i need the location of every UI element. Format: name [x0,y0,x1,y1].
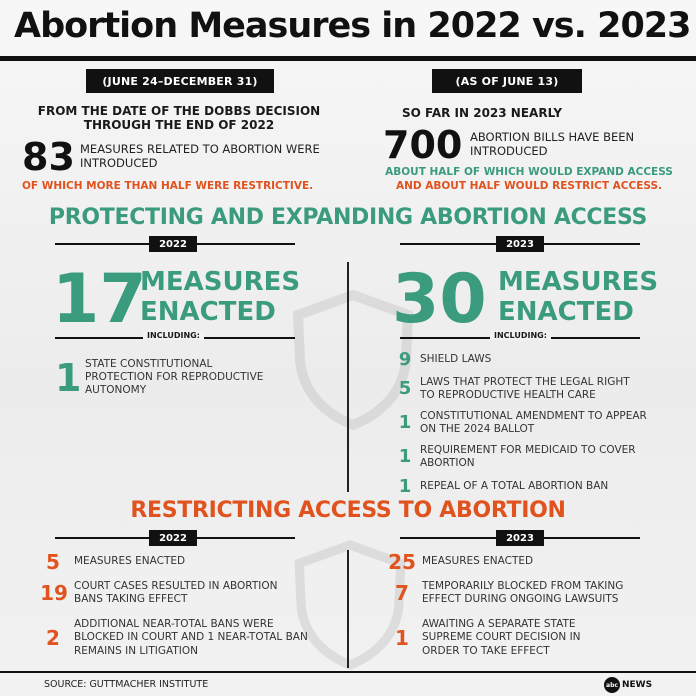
introduced-count-2022: 83 [22,135,75,179]
abc-logo-icon: abc [604,677,620,693]
enacted-label-line2: ENACTED [498,296,634,327]
enacted-label-2022: MEASURES ENACTED [140,267,301,328]
list-item: 7 TEMPORARILY BLOCKED FROM TAKING EFFECT… [388,574,688,612]
list-item: 1 REQUIREMENT FOR MEDICAID TO COVER ABOR… [398,440,688,474]
item-text: CONSTITUTIONAL AMENDMENT TO APPEAR ON TH… [420,409,647,435]
introduced-label-2022: MEASURES RELATED TO ABORTION WERE INTROD… [80,142,320,171]
item-count: 1 [55,355,82,400]
enacted-label-line1: MEASURES [498,267,659,297]
protecting-heading: PROTECTING AND EXPANDING ABORTION ACCESS [48,205,648,230]
date-range-badge-2023: (AS OF JUNE 13) [432,69,582,93]
item-text: LAWS THAT PROTECT THE LEGAL RIGHT TO REP… [420,375,630,401]
including-label-2022: INCLUDING: [143,331,204,340]
item-text: MEASURES ENACTED [422,555,534,568]
year-badge-2023-r: 2023 [496,530,544,546]
list-item: 5 MEASURES ENACTED [40,550,340,574]
list-item: 1 STATE CONSTITUTIONAL PROTECTION FOR RE… [55,358,335,397]
restricting-heading: RESTRICTING ACCESS TO ABORTION [130,498,566,523]
and-word: AND [395,179,422,192]
including-label-2023: INCLUDING: [490,331,551,340]
item-count: 19 [40,581,68,605]
date-range-badge-2022: (JUNE 24–DECEMBER 31) [86,69,274,93]
item-text: MEASURES ENACTED [74,555,186,568]
item-text: TEMPORARILY BLOCKED FROM TAKING EFFECT D… [422,579,624,605]
item-text: ADDITIONAL NEAR-TOTAL BANS WERE BLOCKED … [74,618,308,657]
item-count: 1 [395,626,409,650]
enacted-label-line2: ENACTED [140,296,276,327]
item-text: REQUIREMENT FOR MEDICAID TO COVER ABORTI… [420,443,636,469]
footer-rule [0,671,696,673]
restrictive-note-2022: OF WHICH MORE THAN HALF WERE RESTRICTIVE… [22,180,314,192]
item-text: REPEAL OF A TOTAL ABORTION BAN [420,480,609,493]
expand-note: ABOUT HALF OF WHICH WOULD EXPAND ACCESS [385,166,673,178]
source-text: SOURCE: GUTTMACHER INSTITUTE [44,679,209,690]
introduced-count-2023: 700 [383,123,463,167]
year-badge-2023: 2023 [496,236,544,252]
item-count: 7 [395,581,409,605]
enacted-label-2023: MEASURES ENACTED [498,267,659,328]
list-item: 19 COURT CASES RESULTED IN ABORTION BANS… [40,574,340,612]
list-item: 2 ADDITIONAL NEAR-TOTAL BANS WERE BLOCKE… [40,612,340,664]
intro-2022: FROM THE DATE OF THE DOBBS DECISION THRO… [37,104,321,133]
item-count: 9 [398,349,412,370]
item-text: COURT CASES RESULTED IN ABORTION BANS TA… [74,579,278,605]
restrict-note: ABOUT HALF WOULD RESTRICT ACCESS. [425,179,663,192]
list-item: 25 MEASURES ENACTED [388,550,688,574]
split-note-2023: ABOUT HALF OF WHICH WOULD EXPAND ACCESS … [374,166,684,193]
shield-icon [294,540,406,670]
restrict-list-2023: 25 MEASURES ENACTED 7 TEMPORARILY BLOCKE… [388,550,688,664]
list-item: 1 REPEAL OF A TOTAL ABORTION BAN [398,474,688,500]
item-count: 25 [388,550,416,574]
abc-news-logo: abc NEWS [604,677,652,693]
list-item: 1 AWAITING A SEPARATE STATE SUPREME COUR… [388,612,688,664]
item-count: 1 [398,412,412,433]
list-item: 5 LAWS THAT PROTECT THE LEGAL RIGHT TO R… [398,372,688,406]
item-count: 5 [46,550,60,574]
item-count: 1 [398,476,412,497]
divider [0,56,696,61]
item-count: 1 [398,446,412,467]
list-item: 1 CONSTITUTIONAL AMENDMENT TO APPEAR ON … [398,406,688,440]
item-text: SHIELD LAWS [420,353,492,366]
enacted-count-2023: 30 [392,260,487,339]
page-title: Abortion Measures in 2022 vs. 2023 [14,6,692,46]
column-divider [347,262,349,492]
year-badge-2022: 2022 [149,236,197,252]
shield-icon [292,290,414,430]
protect-list-2023: 9 SHIELD LAWS 5 LAWS THAT PROTECT THE LE… [398,348,688,500]
item-count: 2 [46,626,60,650]
enacted-label-line1: MEASURES [140,267,301,297]
intro-2023: SO FAR IN 2023 NEARLY [402,106,563,120]
item-count: 5 [398,378,412,399]
item-text: AWAITING A SEPARATE STATE SUPREME COURT … [422,618,581,657]
year-badge-2022-r: 2022 [149,530,197,546]
abc-news-brand: NEWS [622,680,653,690]
enacted-count-2022: 17 [52,260,147,339]
list-item: 9 SHIELD LAWS [398,348,688,372]
introduced-label-2023: ABORTION BILLS HAVE BEEN INTRODUCED [470,130,635,159]
item-text: STATE CONSTITUTIONAL PROTECTION FOR REPR… [85,358,264,397]
restrict-list-2022: 5 MEASURES ENACTED 19 COURT CASES RESULT… [40,550,340,664]
protect-list-2022: 1 STATE CONSTITUTIONAL PROTECTION FOR RE… [55,358,335,397]
column-divider-r [347,550,349,668]
